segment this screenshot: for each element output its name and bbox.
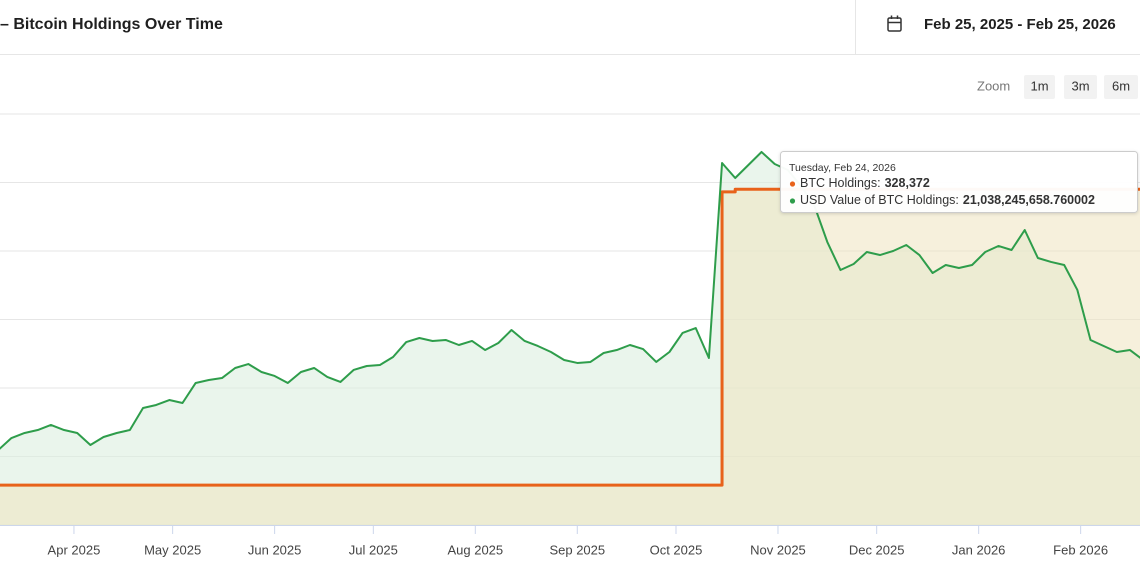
calendar-icon [887, 15, 902, 32]
tooltip-bullet [789, 181, 796, 187]
x-tick-label: Aug 2025 [447, 542, 503, 557]
tooltip-row: BTC Holdings: 328,372 [800, 176, 930, 190]
x-tick-label: Jan 2026 [952, 542, 1006, 557]
zoom-button-bg[interactable] [1064, 75, 1097, 99]
tooltip-series-name: BTC Holdings [800, 176, 877, 190]
tooltip-value: 328,372 [885, 176, 930, 190]
x-tick-label: Feb 2026 [1053, 542, 1108, 557]
chart-title: – Bitcoin Holdings Over Time [0, 16, 223, 33]
tooltip-box [780, 151, 1138, 213]
header: – Bitcoin Holdings Over Time Feb 25, 202… [0, 0, 1140, 55]
x-tick-label: May 2025 [144, 542, 201, 557]
tooltip-separator: : [955, 193, 958, 207]
zoom-button-label[interactable]: 1m [1030, 78, 1048, 93]
tooltip-value: 21,038,245,658.760002 [963, 193, 1095, 207]
zoom-button[interactable]: 1m [1024, 75, 1055, 99]
zoom-controls: Zoom 1m 3m 6m [977, 75, 1138, 99]
series-line [0, 150, 1140, 450]
zoom-button-label[interactable]: 6m [1112, 78, 1130, 93]
tooltip-row: USD Value of BTC Holdings: 21,038,245,658… [800, 193, 1095, 207]
zoom-label: Zoom [977, 78, 1010, 93]
x-tick-label: Apr 2025 [48, 542, 101, 557]
series-area [0, 189, 1140, 525]
zoom-button-label[interactable]: 3m [1071, 78, 1089, 93]
date-range[interactable]: Feb 25, 2025 - Feb 25, 2026 [924, 16, 1116, 33]
x-tick-label: Jul 2025 [349, 542, 398, 557]
tooltip-bullet [789, 198, 796, 204]
tooltip-title: Tuesday, Feb 24, 2026 [789, 162, 896, 174]
x-tick-label: Jun 2025 [248, 542, 302, 557]
zoom-button[interactable]: 6m [1104, 75, 1138, 99]
zoom-button-bg[interactable] [1104, 75, 1138, 99]
x-tick-label: Nov 2025 [750, 542, 806, 557]
tooltip-series-name: USD Value of BTC Holdings [800, 193, 955, 207]
date-range-picker[interactable]: Feb 25, 2025 - Feb 25, 2026 [887, 15, 1116, 33]
x-tick-label: Sep 2025 [549, 542, 605, 557]
zoom-button[interactable]: 3m [1064, 75, 1097, 99]
zoom-button-bg[interactable] [1024, 75, 1055, 99]
tooltip-separator: : [877, 176, 880, 190]
x-tick-label: Dec 2025 [849, 542, 905, 557]
x-tick-label: Oct 2025 [650, 542, 703, 557]
